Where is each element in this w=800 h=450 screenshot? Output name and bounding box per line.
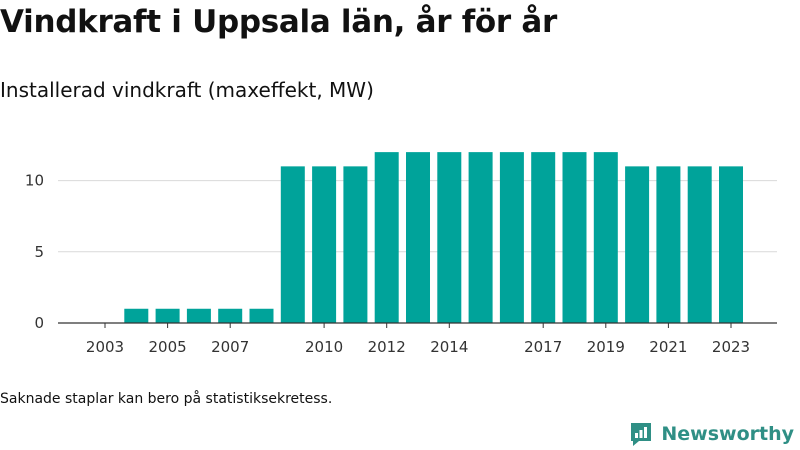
bar-2017 <box>531 152 556 323</box>
x-tick-label: 2005 <box>149 338 187 356</box>
bar-2023 <box>719 166 743 323</box>
x-tick-label: 2003 <box>86 338 124 356</box>
bar-2016 <box>499 152 524 323</box>
bar-2020 <box>625 166 650 323</box>
bar-2004 <box>124 308 149 323</box>
bar-2018 <box>562 152 587 323</box>
y-axis: 0 5 10 <box>25 172 44 332</box>
footnote: Saknade staplar kan bero på statistiksek… <box>0 391 333 407</box>
x-tick-label: 2007 <box>211 338 249 356</box>
bar-2010 <box>312 166 337 323</box>
brand-name: Newsworthy <box>661 423 794 445</box>
bar-chart: 2003 2005 2007 2010 2012 2014 2017 2019 2021 2023… <box>25 152 777 356</box>
y-tick-label: 5 <box>34 243 44 261</box>
bar-2019 <box>593 152 618 323</box>
bar-2012 <box>374 152 399 323</box>
x-tick-label: 2012 <box>368 338 406 356</box>
bars <box>124 152 743 323</box>
bar-2008 <box>249 308 274 323</box>
x-tick-label: 2021 <box>649 338 687 356</box>
x-tick-label: 2023 <box>712 338 750 356</box>
bar-2007 <box>218 308 243 323</box>
x-tick-label: 2014 <box>430 338 468 356</box>
bar-2005 <box>155 308 180 323</box>
bar-2013 <box>406 152 430 323</box>
x-axis: 2003 2005 2007 2010 2012 2014 2017 2019 2021 2023 <box>86 323 750 356</box>
bar-2011 <box>343 166 368 323</box>
bar-2014 <box>437 152 462 323</box>
y-tick-label: 0 <box>34 314 44 332</box>
bar-2015 <box>468 152 493 323</box>
x-tick-label: 2019 <box>587 338 625 356</box>
x-tick-label: 2017 <box>524 338 562 356</box>
newsworthy-brand[interactable]: Newsworthy <box>629 420 794 448</box>
chart-subtitle: Installerad vindkraft (maxeffekt, MW) <box>0 78 374 102</box>
bar-2021 <box>656 166 681 323</box>
bar-2009 <box>280 166 305 323</box>
newsworthy-logo-icon <box>631 423 652 446</box>
bar-2006 <box>186 308 211 323</box>
bar-2022 <box>687 166 712 323</box>
y-tick-label: 10 <box>25 172 44 190</box>
x-tick-label: 2010 <box>305 338 343 356</box>
chart-title: Vindkraft i Uppsala län, år för år <box>0 4 557 40</box>
